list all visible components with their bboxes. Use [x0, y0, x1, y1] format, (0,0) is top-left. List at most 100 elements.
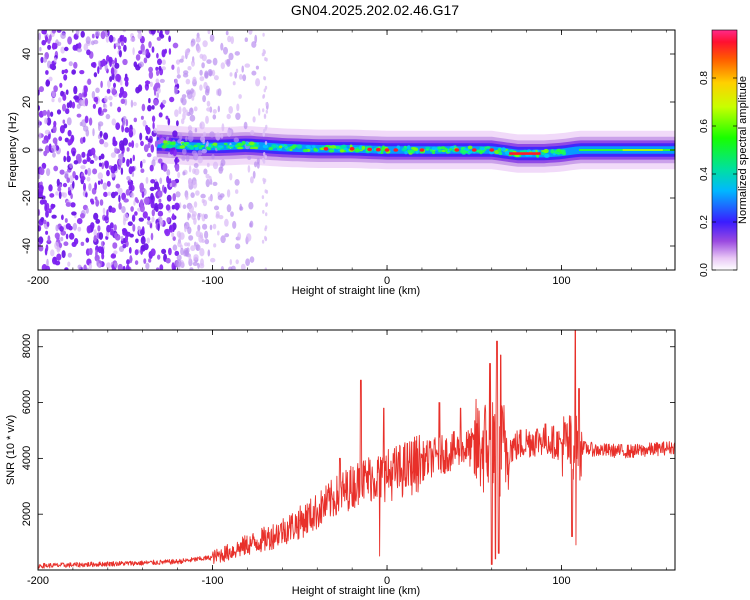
spectrogram-speckle — [228, 266, 233, 270]
spectrogram-speckle — [59, 82, 63, 88]
spectrogram-speckle — [137, 84, 143, 92]
spectrogram-speckle — [137, 32, 143, 40]
spectrogram-speckle — [234, 179, 240, 186]
spectrogram-speckle — [131, 166, 135, 172]
spectrogram-ridge-blob — [241, 140, 246, 145]
spectrogram-speckle — [72, 180, 75, 189]
spectrogram-speckle — [143, 144, 149, 153]
spectrogram-speckle — [235, 68, 239, 74]
spectrogram-speckle — [68, 61, 73, 67]
spectrogram-speckle — [73, 238, 79, 245]
spectrogram-y-tick-label: -40 — [21, 238, 33, 254]
spectrogram-speckle — [263, 178, 267, 183]
spectrogram-peak — [419, 148, 425, 152]
spectrogram-ridge-blob — [340, 145, 346, 149]
spectrogram-ridge-blob — [354, 148, 361, 153]
spectrogram-speckle — [46, 221, 50, 227]
spectrogram-speckle — [104, 160, 109, 169]
spectrogram-speckle — [80, 213, 85, 219]
spectrogram-speckle — [176, 120, 179, 127]
spectrogram-ridge-blob — [401, 147, 407, 152]
spectrogram-speckle — [174, 157, 178, 165]
spectrogram-speckle — [195, 190, 200, 196]
spectrogram-speckle — [187, 125, 193, 132]
spectrogram-speckle — [88, 263, 93, 270]
spectrogram-speckle — [134, 249, 139, 256]
spectrogram-speckle — [41, 162, 47, 169]
snr-x-axis-label: Height of straight line (km) — [292, 585, 420, 597]
spectrogram-speckle — [99, 199, 104, 206]
spectrogram-speckle — [154, 140, 158, 148]
spectrogram-ridge-blob — [429, 148, 433, 152]
spectrogram-speckle — [187, 91, 193, 100]
spectrogram-speckle — [53, 256, 57, 262]
spectrogram-peak — [349, 147, 355, 151]
spectrogram-speckle — [100, 246, 104, 255]
colorbar-tick-label: 0.0 — [699, 263, 710, 277]
spectrogram-speckle — [113, 262, 119, 268]
spectrogram-speckle — [148, 258, 152, 263]
spectrogram-speckle — [220, 266, 224, 270]
spectrogram-speckle — [238, 74, 243, 80]
spectrogram-speckle — [197, 212, 201, 221]
spectrogram-ridge-blob — [237, 143, 244, 147]
spectrogram-speckle — [169, 182, 173, 188]
spectrogram-speckle — [73, 85, 78, 95]
spectrogram-speckle — [65, 233, 69, 240]
spectrogram-speckle — [83, 43, 89, 51]
spectrogram-speckle — [120, 40, 124, 47]
spectrogram-speckle — [166, 194, 172, 202]
spectrogram-speckle — [115, 183, 121, 189]
spectrogram-speckle — [193, 254, 199, 261]
spectrogram-speckle — [118, 158, 123, 166]
spectrogram-speckle — [174, 109, 179, 117]
spectrogram-speckle — [161, 66, 166, 71]
spectrogram-speckle — [264, 225, 268, 230]
snr-y-tick-label: 8000 — [21, 334, 33, 358]
spectrogram-speckle — [217, 195, 223, 201]
spectrogram-speckle — [205, 173, 210, 179]
spectrogram-speckle — [69, 175, 74, 184]
spectrogram-speckle — [145, 176, 149, 184]
spectrogram-speckle — [188, 205, 194, 213]
spectrogram-speckle — [95, 218, 101, 224]
spectrogram-speckle — [42, 56, 48, 63]
spectrogram-speckle — [65, 68, 68, 74]
spectrogram-speckle — [212, 161, 219, 170]
spectrogram-speckle — [159, 177, 163, 185]
spectrogram-speckle — [51, 97, 55, 103]
spectrogram-speckle — [265, 102, 268, 106]
spectrogram-speckle — [217, 230, 220, 236]
spectrogram-speckle — [96, 260, 99, 267]
spectrogram-speckle — [86, 156, 91, 162]
snr-ticks — [37, 330, 675, 570]
spectrogram-speckle — [130, 99, 134, 108]
spectrogram-ridge-blob — [262, 144, 269, 149]
spectrogram-speckle — [100, 179, 103, 185]
spectrogram-speckle — [68, 225, 73, 231]
spectrogram-speckle — [61, 57, 67, 62]
spectrogram-speckle — [209, 224, 213, 231]
spectrogram-speckle — [126, 158, 130, 167]
spectrogram-speckle — [205, 85, 210, 94]
spectrogram-ridge-blob — [170, 141, 176, 144]
spectrogram-speckle — [202, 40, 208, 48]
spectrogram-speckle — [56, 109, 62, 115]
spectrogram-ridge-blob — [193, 144, 198, 148]
spectrogram-speckle — [141, 103, 146, 112]
spectrogram-speckle — [165, 204, 171, 211]
spectrogram-speckle — [141, 191, 145, 199]
spectrogram-speckle — [146, 237, 151, 244]
spectrogram-speckle — [67, 187, 71, 191]
spectrogram-speckle — [197, 224, 201, 232]
spectrogram-ridge-blob — [475, 149, 480, 153]
spectrogram-ridge-blob — [219, 145, 223, 148]
spectrogram-speckle — [140, 229, 145, 236]
spectrogram-x-tick-label: 100 — [552, 275, 570, 287]
spectrogram-speckle — [122, 119, 126, 127]
spectrogram-ridge-blob — [425, 146, 431, 150]
spectrogram-speckle — [60, 236, 64, 242]
spectrogram-speckle — [157, 223, 160, 232]
spectrogram-speckle — [188, 254, 192, 263]
spectrogram-speckle — [204, 230, 209, 239]
